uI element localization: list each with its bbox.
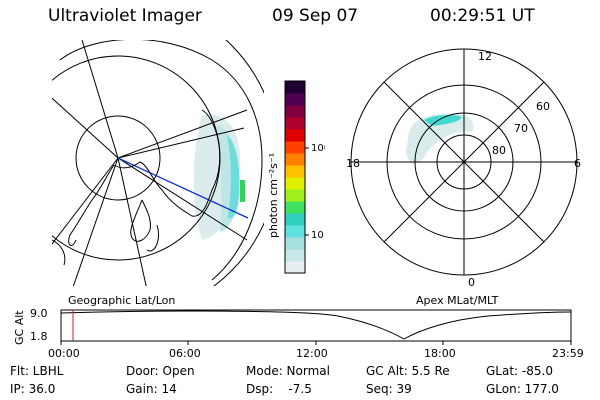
glat-status: GLat: -85.0 (486, 364, 553, 378)
altitude-y-bottom: 1.8 (30, 330, 48, 343)
colorbar-swatch (285, 81, 305, 94)
mlt-18-label: 18 (346, 157, 360, 170)
magnetic-polar-plot: 12 18 6 0 60 70 80 (346, 48, 581, 288)
colorbar-swatch (285, 225, 305, 238)
colorbar-swatch (285, 237, 305, 250)
glon-status: GLon: 177.0 (486, 382, 559, 396)
ip-status: IP: 36.0 (10, 382, 56, 396)
lat-80-label: 80 (492, 144, 506, 157)
colorbar-swatch (285, 249, 305, 262)
colorbar-swatch (285, 141, 305, 154)
gc-alt-status: GC Alt: 5.5 Re (366, 364, 450, 378)
x-tick-4: 23:59 (552, 347, 584, 360)
altitude-y-top: 9.0 (30, 307, 48, 320)
colorbar-unit-label: photon cm⁻²s⁻¹ (267, 153, 280, 238)
x-tick-0: 00:00 (48, 347, 80, 360)
colorbar-tick-10: 10 (311, 230, 324, 241)
door-status: Door: Open (126, 364, 195, 378)
lat-60-label: 60 (536, 100, 550, 113)
terminator-line (117, 157, 249, 219)
colorbar-swatch (285, 165, 305, 178)
x-tick-3: 18:00 (424, 347, 456, 360)
mode-status: Mode: Normal (246, 364, 330, 378)
aurora-oval (406, 113, 474, 164)
magnetic-map-label: Apex MLat/MLT (416, 294, 499, 307)
altitude-plot: GC Alt 9.0 1.8 00:00 06:00 12:00 18:00 2… (13, 307, 584, 360)
x-tick-2: 12:00 (296, 347, 328, 360)
aurora-bright-spot (240, 180, 245, 202)
gain-status: Gain: 14 (126, 382, 177, 396)
colorbar-tick-100: 100 (311, 143, 325, 154)
time-label: 00:29:51 UT (430, 6, 535, 26)
date-label: 09 Sep 07 (272, 6, 359, 26)
colorbar-swatch (285, 201, 305, 214)
seq-status: Seq: 39 (366, 382, 412, 396)
colorbar-swatch (285, 153, 305, 166)
colorbar-swatch (285, 105, 305, 118)
x-tick-1: 06:00 (169, 347, 201, 360)
coastline (68, 109, 221, 252)
flt-status: Flt: LBHL (10, 364, 64, 378)
altitude-curve (60, 310, 572, 340)
aurora-haze (193, 114, 245, 240)
geographic-map-label: Geographic Lat/Lon (68, 294, 176, 307)
altitude-plot-frame (60, 309, 572, 342)
colorbar-swatch (285, 189, 305, 202)
colorbar-swatch (285, 129, 305, 142)
geographic-map (52, 40, 264, 286)
colorbar: 100 10 photon cm⁻²s⁻¹ (267, 80, 325, 274)
altitude-axis-label: GC Alt (13, 310, 26, 345)
mlt-12-label: 12 (478, 50, 492, 63)
colorbar-swatch (285, 93, 305, 106)
mlt-6-label: 6 (574, 157, 581, 170)
lat-70-label: 70 (514, 122, 528, 135)
mlt-0-label: 0 (468, 276, 475, 288)
colorbar-swatch (285, 261, 305, 274)
colorbar-swatch (285, 117, 305, 130)
dsp-status: Dsp: -7.5 (246, 382, 312, 396)
colorbar-swatch (285, 213, 305, 226)
colorbar-swatch (285, 177, 305, 190)
instrument-title: Ultraviolet Imager (48, 6, 202, 26)
